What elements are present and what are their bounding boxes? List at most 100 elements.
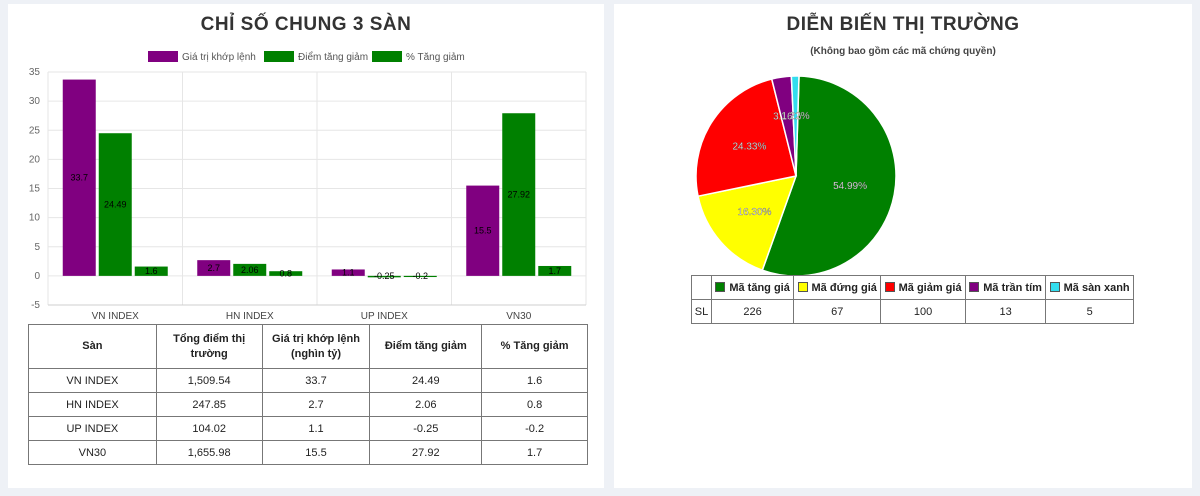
- bar-value-label: 33.7: [70, 173, 88, 183]
- table-cell: 24.49: [369, 368, 483, 393]
- legend-column-header: Mã trần tím: [964, 275, 1047, 300]
- bar-value-label: 1.7: [548, 266, 561, 276]
- bar: [269, 271, 303, 276]
- legend-swatch: [264, 51, 294, 62]
- legend-swatch: [148, 51, 178, 62]
- legend-swatch: [1049, 281, 1060, 292]
- table-cell: 247.85: [155, 392, 263, 417]
- count-cell: 226: [710, 299, 795, 324]
- table-cell: -0.25: [369, 416, 483, 441]
- table-cell: 2.06: [369, 392, 483, 417]
- column-header: % Tăng giảm: [481, 324, 588, 369]
- y-tick-label: -5: [31, 300, 40, 311]
- table-cell: 104.02: [155, 416, 263, 441]
- indices-table: Sàn Tổng điểm thị trường Giá trị khớp lệnh…: [28, 324, 588, 465]
- table-cell: 33.7: [261, 368, 371, 393]
- pie-slice-label: 24.33%: [732, 142, 766, 153]
- column-header: Điểm tăng giảm: [369, 324, 483, 369]
- count-cell: 5: [1045, 299, 1134, 324]
- x-tick-label: UP INDEX: [361, 311, 408, 322]
- table-row: VN INDEX 1,509.54 33.7 24.49 1.6: [28, 368, 588, 393]
- bar-value-label: 1.1: [342, 268, 355, 278]
- bar-value-label: 0.8: [279, 269, 292, 279]
- column-header: Tổng điểm thị trường: [155, 324, 263, 369]
- bar-value-label: -0.2: [412, 271, 428, 281]
- movement-table-header: Mã tăng giá Mã đứng giá Mã giảm giá Mã trần…: [691, 275, 1134, 300]
- table-cell: HN INDEX: [28, 392, 157, 417]
- bar-value-label: 24.49: [104, 200, 127, 210]
- y-tick-label: 35: [29, 67, 41, 78]
- indices-bar-chart: -5 0 5 10 15 20 25 30 35 Giá trị khớp lệnh Điểm tă…: [29, 51, 587, 322]
- bar-value-label: 2.7: [207, 263, 220, 273]
- table-cell: -0.2: [481, 416, 588, 441]
- legend-column-header: Mã giảm giá: [880, 275, 966, 300]
- table-row: UP INDEX 104.02 1.1 -0.25 -0.2: [28, 416, 588, 441]
- table-row: VN30 1,655.98 15.5 27.92 1.7: [28, 440, 588, 465]
- movement-pie-chart: 54.99% 16.30% 24.33% 3.16%1.22%: [695, 75, 897, 276]
- indices-title: CHỈ SỐ CHUNG 3 SÀN: [200, 14, 412, 35]
- bar: [466, 185, 500, 276]
- bar: [98, 133, 132, 276]
- legend-column-header: Mã sàn xanh: [1045, 275, 1134, 300]
- table-row: HN INDEX 247.85 2.7 2.06 0.8: [28, 392, 588, 417]
- x-tick-label: HN INDEX: [226, 311, 274, 322]
- y-tick-label: 30: [29, 96, 41, 107]
- bar-value-label: 2.06: [241, 265, 259, 275]
- movement-table: Mã tăng giá Mã đứng giá Mã giảm giá Mã trần…: [691, 275, 1134, 324]
- y-tick-label: 0: [34, 271, 40, 282]
- legend-swatch: [372, 51, 402, 62]
- pie-slice: [697, 174, 798, 272]
- bar-value-label: 15.5: [474, 226, 492, 236]
- legend-label: Điểm tăng giảm: [298, 51, 368, 63]
- legend-label: Mã giảm giá: [898, 281, 962, 294]
- x-tick-label: VN30: [506, 311, 531, 322]
- count-cell: 100: [880, 299, 966, 324]
- bar-value-label: 27.92: [507, 190, 530, 200]
- legend-column-header: Mã tăng giá: [710, 275, 795, 300]
- legend-label: Mã sàn xanh: [1063, 281, 1130, 294]
- legend-label: Giá trị khớp lệnh: [182, 52, 256, 63]
- table-cell: 27.92: [369, 440, 483, 465]
- market-movement-panel: DIỄN BIẾN THỊ TRƯỜNG (Không bao gồm các …: [614, 4, 1192, 488]
- bar: [367, 275, 401, 278]
- movement-subtitle: (Không bao gồm các mã chứng quyền): [810, 46, 996, 57]
- table-cell: UP INDEX: [28, 416, 157, 441]
- legend-swatch: [969, 281, 980, 292]
- bar: [62, 79, 96, 276]
- legend-swatch: [884, 281, 895, 292]
- table-cell: VN INDEX: [28, 368, 157, 393]
- bar: [233, 263, 267, 276]
- table-cell: 1.1: [261, 416, 371, 441]
- market-indices-panel: CHỈ SỐ CHUNG 3 SÀN -5 0 5 10 15 20 25 30 35 Giá t…: [8, 4, 604, 488]
- count-cell: 13: [964, 299, 1047, 324]
- legend-swatch: [715, 281, 726, 292]
- table-cell: 0.8: [481, 392, 588, 417]
- row-label: SL: [691, 299, 712, 324]
- pie-slice-label: 1.22%: [781, 111, 809, 122]
- legend-label: % Tăng giảm: [406, 52, 465, 63]
- column-header: Sàn: [28, 324, 157, 369]
- y-tick-label: 20: [29, 154, 41, 165]
- column-header: Giá trị khớp lệnh (nghìn tỷ): [261, 324, 371, 369]
- y-tick-label: 15: [29, 184, 41, 195]
- bar-value-label: -0.25: [374, 271, 395, 281]
- legend-label: Mã tăng giá: [729, 281, 790, 294]
- pie-slice: [695, 78, 797, 198]
- table-cell: VN30: [28, 440, 157, 465]
- legend-label: Mã trần tím: [983, 281, 1042, 294]
- bar: [538, 265, 572, 276]
- y-tick-label: 25: [29, 125, 41, 136]
- bar: [331, 269, 365, 276]
- pie-slice-label: 16.30%: [738, 207, 772, 218]
- bar: [403, 275, 437, 278]
- y-tick-label: 10: [29, 213, 41, 224]
- movement-title: DIỄN BIẾN THỊ TRƯỜNG: [786, 14, 1020, 35]
- legend-column-header: Mã đứng giá: [793, 275, 882, 300]
- legend-swatch: [797, 281, 808, 292]
- table-cell: 15.5: [261, 440, 371, 465]
- table-cell: 1.6: [481, 368, 588, 393]
- pie-slice-label: 54.99%: [833, 181, 867, 192]
- count-cell: 67: [793, 299, 882, 324]
- table-cell: 1,509.54: [155, 368, 263, 393]
- table-cell: 1,655.98: [155, 440, 263, 465]
